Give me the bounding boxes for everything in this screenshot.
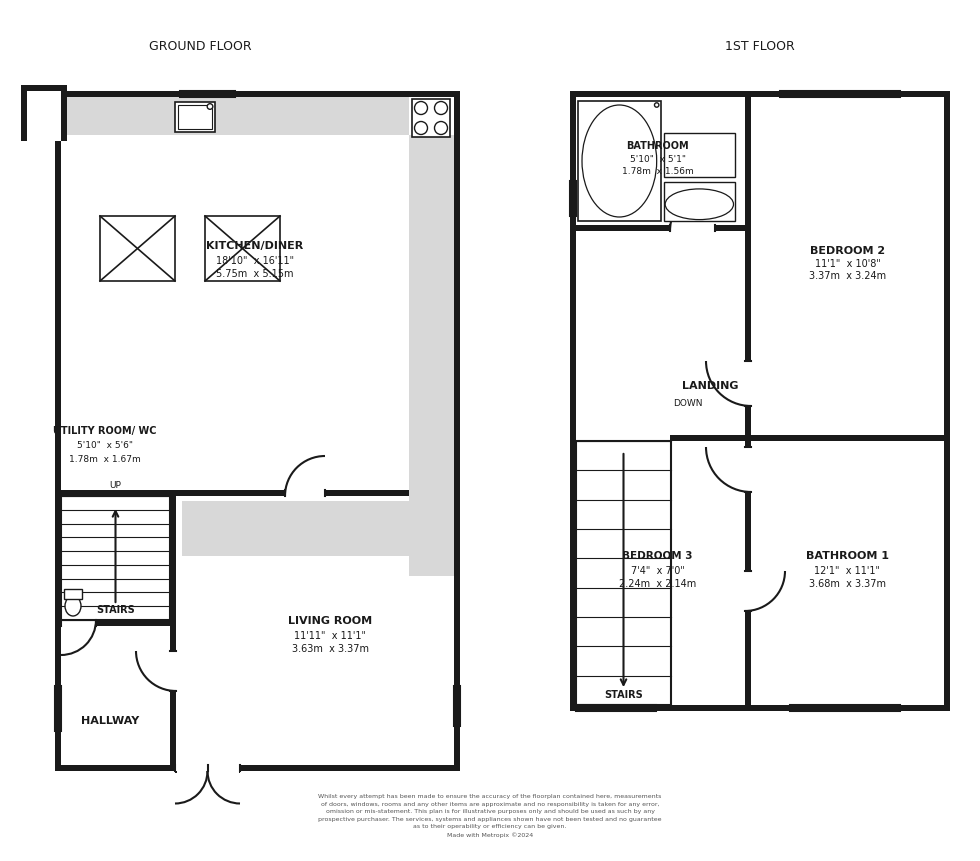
Bar (780, 91, 900, 97)
Text: LIVING ROOM: LIVING ROOM (288, 616, 372, 626)
Text: KITCHEN/DINER: KITCHEN/DINER (207, 241, 304, 251)
Bar (61, 490, 454, 496)
Bar (61, 496, 170, 620)
Bar (454, 686, 460, 726)
Bar (576, 441, 671, 705)
Text: 2.24m  x 2.14m: 2.24m x 2.14m (619, 579, 696, 589)
Bar (576, 705, 656, 711)
Bar (570, 91, 950, 97)
Bar (61, 97, 67, 141)
Bar (570, 181, 576, 216)
Bar (670, 435, 745, 441)
Bar (663, 133, 735, 177)
Bar (170, 496, 176, 765)
Bar (745, 571, 751, 611)
Circle shape (207, 103, 213, 109)
Bar (61, 620, 176, 626)
Text: 3.63m  x 3.37m: 3.63m x 3.37m (291, 644, 368, 654)
Bar (170, 651, 176, 691)
Text: BEDROOM 3: BEDROOM 3 (622, 551, 693, 561)
Bar (285, 490, 325, 496)
Bar (409, 135, 454, 576)
Ellipse shape (65, 596, 81, 616)
Bar (21, 85, 61, 141)
Text: 1.78m  x 1.67m: 1.78m x 1.67m (70, 455, 141, 463)
Bar (61, 620, 96, 626)
Bar (182, 501, 454, 556)
Bar (745, 361, 751, 406)
Text: UTILITY ROOM/ WC: UTILITY ROOM/ WC (53, 426, 157, 436)
Bar (578, 101, 661, 221)
Bar (745, 447, 751, 492)
Text: DOWN: DOWN (673, 399, 703, 407)
Text: GROUND FLOOR: GROUND FLOOR (149, 40, 251, 53)
Bar (944, 91, 950, 711)
Text: BATHROOM 1: BATHROOM 1 (806, 551, 889, 561)
Text: UP: UP (110, 481, 122, 491)
Text: 7'4"  x 7'0": 7'4" x 7'0" (630, 566, 684, 576)
Bar (670, 225, 715, 231)
Bar (178, 105, 212, 129)
Bar (180, 91, 235, 97)
Text: 3.37m  x 3.24m: 3.37m x 3.24m (808, 271, 886, 281)
Text: Whilst every attempt has been made to ensure the accuracy of the floorplan conta: Whilst every attempt has been made to en… (318, 795, 662, 838)
Text: 1.78m  x 1.56m: 1.78m x 1.56m (621, 166, 694, 176)
Text: STAIRS: STAIRS (96, 605, 135, 615)
Circle shape (434, 121, 448, 134)
Bar (238, 771, 240, 773)
Bar (21, 91, 27, 141)
Bar (570, 91, 576, 711)
Bar (67, 97, 409, 135)
Bar (663, 182, 735, 221)
Bar (570, 705, 950, 711)
Bar (576, 225, 745, 231)
Bar (175, 765, 240, 771)
Bar (55, 686, 61, 731)
Circle shape (434, 102, 448, 115)
Bar (412, 99, 450, 137)
Bar (454, 91, 460, 771)
Text: 3.68m  x 3.37m: 3.68m x 3.37m (809, 579, 886, 589)
Bar (175, 102, 215, 132)
Bar (64, 589, 82, 599)
Bar (205, 216, 280, 281)
Text: HALLWAY: HALLWAY (81, 716, 139, 726)
Text: 5'10"  x 5'6": 5'10" x 5'6" (77, 442, 133, 450)
Ellipse shape (665, 189, 733, 220)
Circle shape (655, 102, 659, 108)
Bar (21, 85, 67, 91)
Text: 11'1"  x 10'8": 11'1" x 10'8" (814, 259, 880, 269)
Text: 12'1"  x 11'1": 12'1" x 11'1" (814, 566, 880, 576)
Bar (745, 97, 751, 705)
Text: STAIRS: STAIRS (604, 690, 643, 700)
Text: LANDING: LANDING (682, 381, 738, 391)
Circle shape (415, 102, 427, 115)
Text: 5'10"  x 5'1": 5'10" x 5'1" (629, 154, 685, 164)
Bar (55, 91, 61, 771)
Text: 11'11"  x 11'1": 11'11" x 11'1" (294, 631, 366, 641)
Bar (55, 765, 460, 771)
Text: 18'10"  x 16'11": 18'10" x 16'11" (216, 256, 294, 266)
Bar (790, 705, 900, 711)
Bar (55, 91, 460, 97)
Text: BEDROOM 2: BEDROOM 2 (809, 246, 885, 256)
Bar (100, 216, 175, 281)
Text: 5.75m  x 5.15m: 5.75m x 5.15m (217, 269, 294, 279)
Ellipse shape (582, 105, 657, 217)
Bar (175, 771, 176, 773)
Text: 1ST FLOOR: 1ST FLOOR (725, 40, 795, 53)
Text: BATHROOM: BATHROOM (626, 141, 689, 151)
Circle shape (415, 121, 427, 134)
Bar (751, 435, 944, 441)
